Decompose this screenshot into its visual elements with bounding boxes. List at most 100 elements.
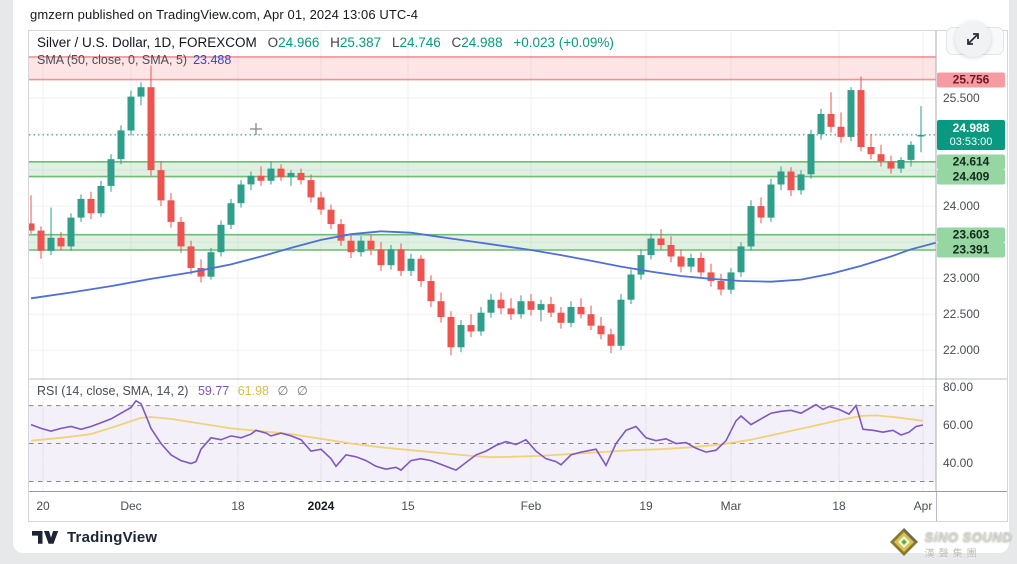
chart-widget: Silver / U.S. Dollar, 1D, FOREXCOM O24.9… xyxy=(28,21,1008,522)
candle xyxy=(527,301,535,310)
candle xyxy=(877,154,885,162)
price-level-chip: 24.409 xyxy=(937,169,1005,185)
green-zone xyxy=(29,161,936,177)
candle xyxy=(697,258,705,273)
candle xyxy=(87,198,95,214)
candle xyxy=(237,184,245,204)
candle xyxy=(77,198,85,218)
candle xyxy=(327,209,335,225)
candle xyxy=(307,180,315,198)
candle xyxy=(367,240,375,250)
sma-line xyxy=(30,230,937,300)
price-level-chip: 25.756 xyxy=(937,72,1005,88)
candle xyxy=(467,325,475,332)
candle xyxy=(577,307,585,315)
candle xyxy=(557,312,565,323)
price-axis-label: 22.000 xyxy=(943,343,980,358)
candle xyxy=(637,255,645,275)
watermark-brand-en: SiNO SOUND xyxy=(924,529,1012,544)
time-axis-label: 18 xyxy=(832,499,846,513)
candle xyxy=(477,312,485,332)
candle xyxy=(127,96,135,131)
chart-pane[interactable] xyxy=(29,31,1007,491)
candle xyxy=(197,268,205,277)
candle xyxy=(267,168,275,181)
time-axis-label: 18 xyxy=(231,499,245,513)
axis-corner-divider xyxy=(936,492,937,521)
candle xyxy=(597,325,605,335)
candle xyxy=(537,304,545,310)
content-card: gmzern published on TradingView.com, Apr… xyxy=(13,0,1009,553)
candle xyxy=(747,206,755,247)
candle xyxy=(387,249,395,266)
candle xyxy=(707,272,715,281)
rsi-axis-label: 80.00 xyxy=(943,379,974,394)
time-axis-label: 2024 xyxy=(307,499,335,513)
candle xyxy=(247,175,255,185)
candle xyxy=(667,245,675,257)
candle xyxy=(757,206,765,218)
time-axis-label: Feb xyxy=(520,499,542,513)
candle xyxy=(917,134,925,137)
price-axis[interactable]: 25.500 24.000 23.000 22.500 22.000 25.756 24.9… xyxy=(936,31,1007,491)
candle xyxy=(807,134,815,175)
candle xyxy=(737,246,745,273)
tradingview-logo-icon[interactable] xyxy=(32,530,59,545)
candle xyxy=(287,172,295,178)
candle xyxy=(457,325,465,348)
candle xyxy=(297,172,305,181)
candle xyxy=(427,281,435,302)
sino-sound-watermark: SiNO SOUND 漢聲集團 xyxy=(889,527,1012,562)
candle xyxy=(277,168,285,178)
candle xyxy=(157,170,165,201)
candle xyxy=(347,240,355,253)
candle xyxy=(857,90,865,147)
expand-arrows-icon xyxy=(967,33,979,45)
candle xyxy=(817,113,825,135)
candle xyxy=(827,113,835,127)
candle xyxy=(507,308,515,315)
candle xyxy=(587,314,595,326)
candle xyxy=(97,185,105,214)
candle xyxy=(777,171,785,185)
candle xyxy=(687,258,695,267)
candle xyxy=(647,238,655,256)
candle xyxy=(767,184,775,218)
time-axis[interactable]: 20 Dec 18 2024 15 Feb 19 Mar 18 Apr xyxy=(29,491,1007,521)
candle xyxy=(897,160,905,169)
rsi-line xyxy=(30,399,924,472)
candle xyxy=(797,174,805,191)
candle xyxy=(317,197,325,210)
tradingview-brand[interactable]: TradingView xyxy=(67,528,158,546)
footer-bar: TradingView xyxy=(28,523,1006,551)
expand-button[interactable] xyxy=(955,21,991,57)
price-axis-label: 23.000 xyxy=(943,271,980,286)
candle xyxy=(617,299,625,346)
candle xyxy=(187,246,195,268)
candle xyxy=(207,252,215,277)
candle xyxy=(257,175,265,181)
candle xyxy=(107,159,115,186)
candle xyxy=(29,223,35,231)
candle xyxy=(167,200,175,222)
candle xyxy=(787,171,795,191)
rsi-ma-line xyxy=(30,414,924,459)
rsi-axis-label: 60.00 xyxy=(943,417,974,432)
candle xyxy=(907,144,915,160)
candle xyxy=(117,130,125,160)
candle xyxy=(57,237,65,247)
candle xyxy=(717,281,725,290)
candle xyxy=(547,304,555,313)
candle xyxy=(357,240,365,253)
price-axis-label: 24.000 xyxy=(943,199,980,214)
time-axis-label: 19 xyxy=(639,499,653,513)
price-level-chip: 23.603 xyxy=(937,227,1005,243)
candle xyxy=(517,301,525,315)
candle xyxy=(657,238,665,245)
candle xyxy=(447,317,455,348)
candle xyxy=(567,307,575,323)
candle xyxy=(337,224,345,241)
price-level-chip: 24.614 xyxy=(937,154,1005,170)
crosshair-marker-icon xyxy=(250,123,262,135)
candle xyxy=(137,87,145,97)
